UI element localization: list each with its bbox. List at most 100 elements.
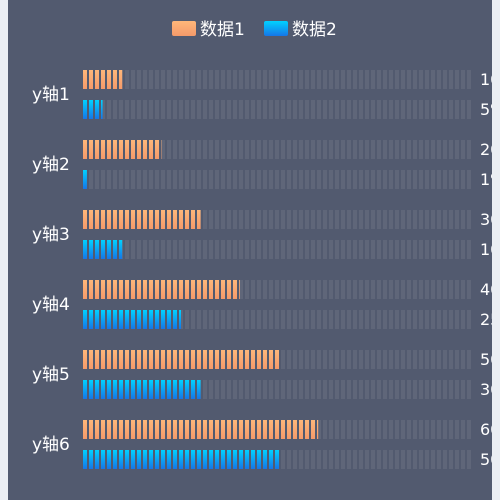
bar-series1[interactable] [83, 420, 327, 439]
bar-segment [131, 310, 135, 329]
bar-segment [179, 210, 183, 229]
track-segment [299, 350, 303, 369]
track-segment [335, 70, 339, 89]
track-segment [269, 100, 273, 119]
track-segment [185, 240, 189, 259]
track-segment [131, 170, 135, 189]
bar-series2[interactable] [83, 170, 93, 189]
track-segment [377, 420, 381, 439]
bar-segment [185, 350, 189, 369]
track-segment [299, 240, 303, 259]
track-segment [437, 350, 441, 369]
bar-series1[interactable] [83, 140, 171, 159]
bar-segment [179, 420, 183, 439]
bar-segment [107, 210, 111, 229]
track-segment [203, 100, 207, 119]
track-segment [419, 210, 423, 229]
bar-segment [179, 380, 183, 399]
track-segment [383, 310, 387, 329]
track-segment [251, 240, 255, 259]
track-segment [335, 350, 339, 369]
track-segment [311, 70, 315, 89]
track-segment [137, 70, 141, 89]
track-segment [407, 70, 411, 89]
track-segment [329, 70, 333, 89]
bar-segment [161, 450, 165, 469]
track-segment [167, 240, 171, 259]
track-segment [233, 170, 237, 189]
legend-item-series2[interactable]: 数据2 [264, 20, 337, 40]
bar-segment [113, 450, 117, 469]
track-segment [305, 380, 309, 399]
track-segment [293, 240, 297, 259]
bar-series2[interactable] [83, 450, 285, 469]
bar-segment [179, 310, 181, 329]
track-segment [203, 310, 207, 329]
bar-segment [101, 450, 105, 469]
track-segment [221, 380, 225, 399]
track-segment [221, 70, 225, 89]
track-segment [467, 380, 471, 399]
track-segment [365, 280, 369, 299]
bar-segment [125, 140, 129, 159]
track-segment [443, 210, 447, 229]
track-segment [263, 280, 267, 299]
track-segment [359, 100, 363, 119]
track-segment [449, 380, 453, 399]
bar-series2[interactable] [83, 380, 207, 399]
bar-chart: 数据1 数据2 y轴1 10 5% y轴2 20 1% y轴3 30 10 y轴4 40 25 y轴5 5… [32, 20, 492, 469]
data-label: 30 [480, 210, 492, 229]
track-segment [419, 310, 423, 329]
track-segment [377, 70, 381, 89]
track-segment [311, 140, 315, 159]
track-segment [281, 140, 285, 159]
bar-series1[interactable] [83, 280, 249, 299]
track-segment [245, 70, 249, 89]
bar-segment [95, 350, 99, 369]
track-segment [401, 350, 405, 369]
bar-series2[interactable] [83, 240, 129, 259]
legend-item-series1[interactable]: 数据1 [172, 20, 245, 40]
bar-series1[interactable] [83, 70, 129, 89]
track-segment [293, 280, 297, 299]
track-segment [233, 240, 237, 259]
bar-segment [251, 350, 255, 369]
bar-segment [161, 380, 165, 399]
track-segment [335, 210, 339, 229]
track-segment [227, 380, 231, 399]
track-segment [455, 450, 459, 469]
track-segment [317, 420, 321, 439]
track-segment [245, 100, 249, 119]
track-segment [377, 350, 381, 369]
bar-series2[interactable] [83, 100, 111, 119]
track-segment [401, 310, 405, 329]
plot-area: y轴1 10 5% y轴2 20 1% y轴3 30 10 y轴4 40 25 y轴5 50 30 y轴6 60… [32, 70, 492, 469]
track-segment [227, 310, 231, 329]
track-segment [257, 100, 261, 119]
bar-series1[interactable] [83, 350, 285, 369]
bar-segment [155, 420, 159, 439]
track-segment [437, 420, 441, 439]
track-segment [401, 380, 405, 399]
track-segment [305, 310, 309, 329]
bar-segment [167, 310, 171, 329]
track-segment [299, 70, 303, 89]
track-segment [377, 240, 381, 259]
bar-series1[interactable] [83, 210, 207, 229]
bar-segment [179, 350, 183, 369]
bar-segment [89, 450, 93, 469]
bar-segment [95, 310, 99, 329]
bar-series2[interactable] [83, 310, 189, 329]
bar-segment [107, 280, 111, 299]
data-label: 1% [480, 170, 492, 189]
bar-segment [263, 350, 267, 369]
track-segment [371, 170, 375, 189]
track-segment [305, 240, 309, 259]
track-segment [203, 140, 207, 159]
track-segment [461, 450, 465, 469]
bar-segment [161, 350, 165, 369]
track-segment [275, 170, 279, 189]
track-segment [185, 310, 189, 329]
data-label: 10 [480, 70, 492, 89]
bar-segment [275, 350, 279, 369]
